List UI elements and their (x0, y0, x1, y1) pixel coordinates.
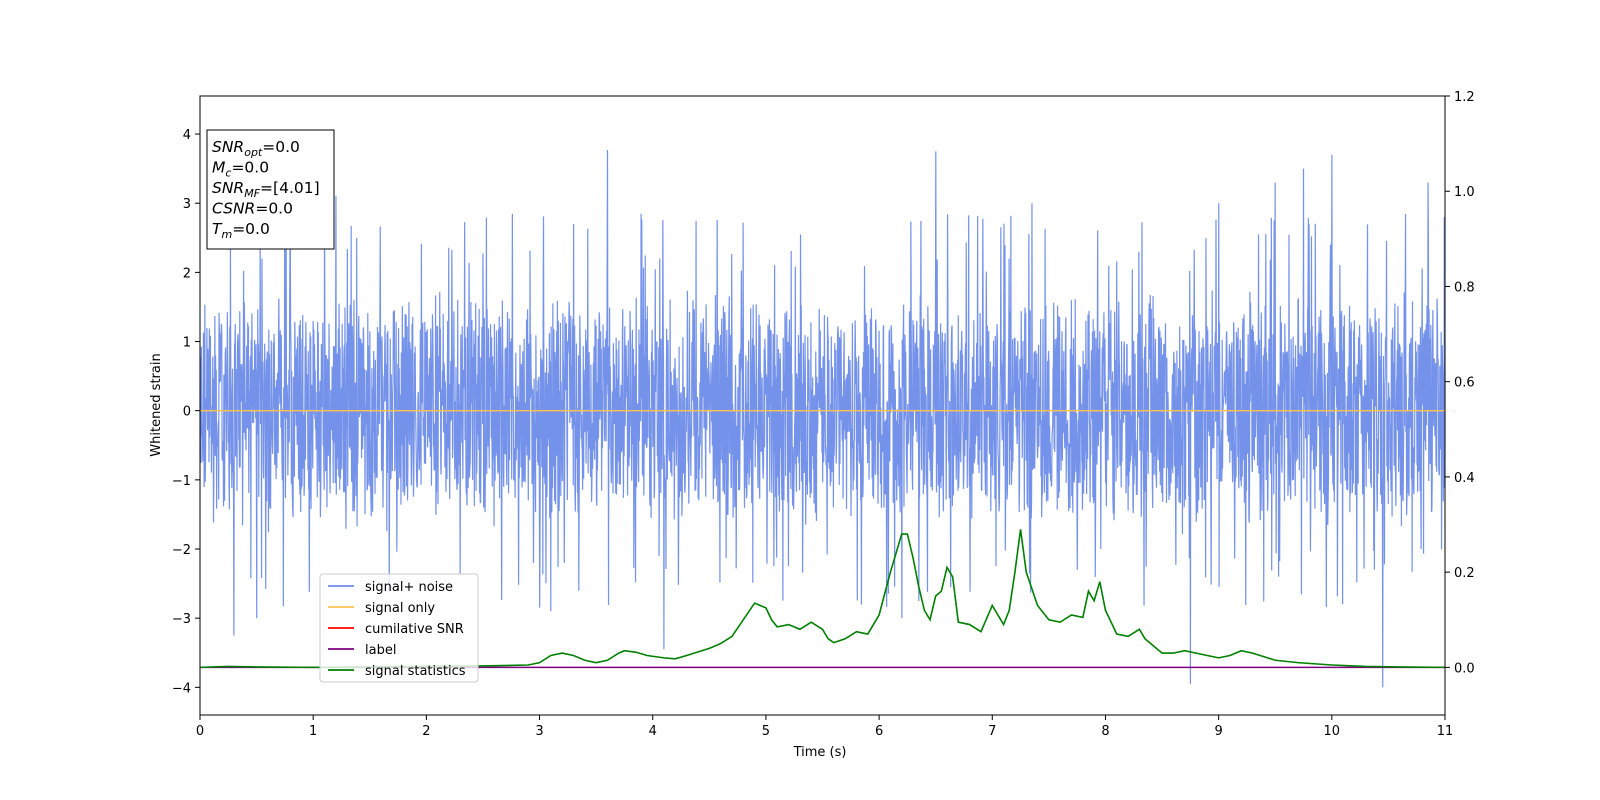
y2-tick-label: 0.8 (1454, 280, 1475, 295)
stats-annotation-line: Mc=0.0 (212, 159, 269, 180)
x-tick-label: 10 (1324, 724, 1341, 739)
y-tick-label: −1 (172, 474, 191, 489)
series-signal-statistics-line (200, 529, 1445, 669)
y-tick-label: 4 (183, 128, 191, 143)
y2-tick-label: 0.2 (1454, 566, 1475, 581)
y-axis-left: −4 −3 −2 −1 0 1 2 3 4 (172, 128, 200, 696)
x-tick-label: 0 (196, 724, 204, 739)
x-tick-label: 5 (762, 724, 770, 739)
x-tick-label: 3 (535, 724, 543, 739)
legend: signal+ noise signal only cumilative SNR la… (319, 573, 479, 683)
y2-tick-label: 0.0 (1454, 661, 1475, 676)
legend-label-signal-only: signal only (365, 601, 435, 616)
x-tick-label: 8 (1101, 724, 1109, 739)
x-tick-label: 7 (988, 724, 996, 739)
x-tick-label: 9 (1214, 724, 1222, 739)
y-tick-label: −2 (172, 543, 191, 558)
x-tick-label: 6 (875, 724, 883, 739)
legend-frame (319, 573, 479, 683)
x-axis: 0 1 2 3 4 5 6 7 8 9 10 11 (196, 715, 1453, 739)
x-tick-label: 4 (649, 724, 657, 739)
x-axis-label: Time (s) (793, 745, 847, 760)
stats-annotation-line: Tm=0.0 (212, 220, 270, 241)
y2-tick-label: 1.0 (1454, 185, 1475, 200)
y-axis-right: 0.0 0.2 0.4 0.6 0.8 1.0 1.2 (1445, 90, 1475, 676)
y-tick-label: 3 (183, 197, 191, 212)
legend-label-signal-statistics: signal statistics (365, 664, 466, 679)
x-tick-label: 2 (422, 724, 430, 739)
y-tick-label: −3 (172, 612, 191, 627)
y2-tick-label: 0.6 (1454, 376, 1475, 391)
y-tick-label: 1 (183, 336, 191, 351)
stats-annotation-frame (206, 129, 335, 250)
stats-annotation-line: SNRMF=[4.01] (212, 179, 320, 200)
x-tick-label: 11 (1437, 724, 1454, 739)
x-tick-label: 1 (309, 724, 317, 739)
series-signal-noise-line (200, 149, 1445, 688)
y2-tick-label: 0.4 (1454, 471, 1475, 486)
legend-label-signal-noise: signal+ noise (365, 580, 453, 595)
y-tick-label: 0 (183, 405, 191, 420)
y2-tick-label: 1.2 (1454, 90, 1475, 105)
stats-annotation-line: SNRopt=0.0 (212, 138, 300, 159)
y-tick-label: −4 (172, 681, 191, 696)
y-axis-label: Whitened strain (149, 353, 164, 456)
plot-frame (199, 95, 1446, 716)
legend-label-cumilative-snr: cumilative SNR (365, 622, 464, 637)
y-tick-label: 2 (183, 266, 191, 281)
legend-label-label: label (365, 643, 396, 658)
stats-annotation-line: CSNR=0.0 (212, 200, 293, 218)
